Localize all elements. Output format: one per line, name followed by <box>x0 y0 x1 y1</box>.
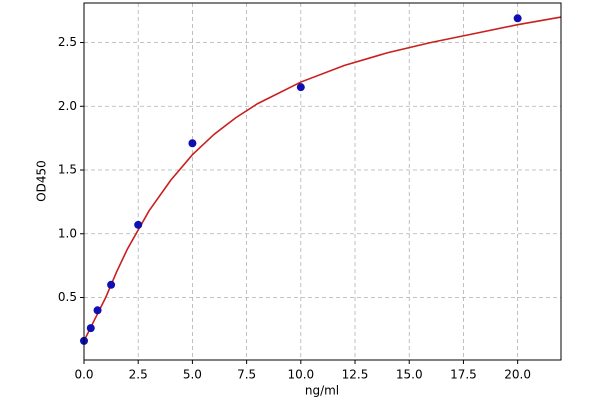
y-axis-label: OD450 <box>35 160 49 202</box>
plot-frame <box>83 2 562 361</box>
data-point <box>134 220 143 229</box>
y-tick-label: 2.5 <box>58 35 77 49</box>
data-point <box>296 83 305 92</box>
y-tick-label: 0.5 <box>58 290 77 304</box>
x-tick-label: 5.0 <box>183 368 202 382</box>
x-tick-label: 17.5 <box>450 368 477 382</box>
data-point <box>86 324 95 333</box>
x-tick-label: 10.0 <box>287 368 314 382</box>
x-tick-label: 20.0 <box>504 368 531 382</box>
y-tick-label: 1.5 <box>58 163 77 177</box>
x-tick-label: 0.0 <box>74 368 93 382</box>
x-tick-label: 7.5 <box>237 368 256 382</box>
x-tick-label: 15.0 <box>396 368 423 382</box>
data-point <box>513 14 522 23</box>
y-tick-label: 1.0 <box>58 226 77 240</box>
data-point <box>107 280 116 289</box>
x-tick-label: 2.5 <box>129 368 148 382</box>
x-axis-label: ng/ml <box>305 384 339 398</box>
data-point <box>93 306 102 315</box>
fit-curve <box>83 16 562 342</box>
x-tick-label: 12.5 <box>342 368 369 382</box>
y-tick-label: 2.0 <box>58 99 77 113</box>
data-point <box>188 139 197 148</box>
